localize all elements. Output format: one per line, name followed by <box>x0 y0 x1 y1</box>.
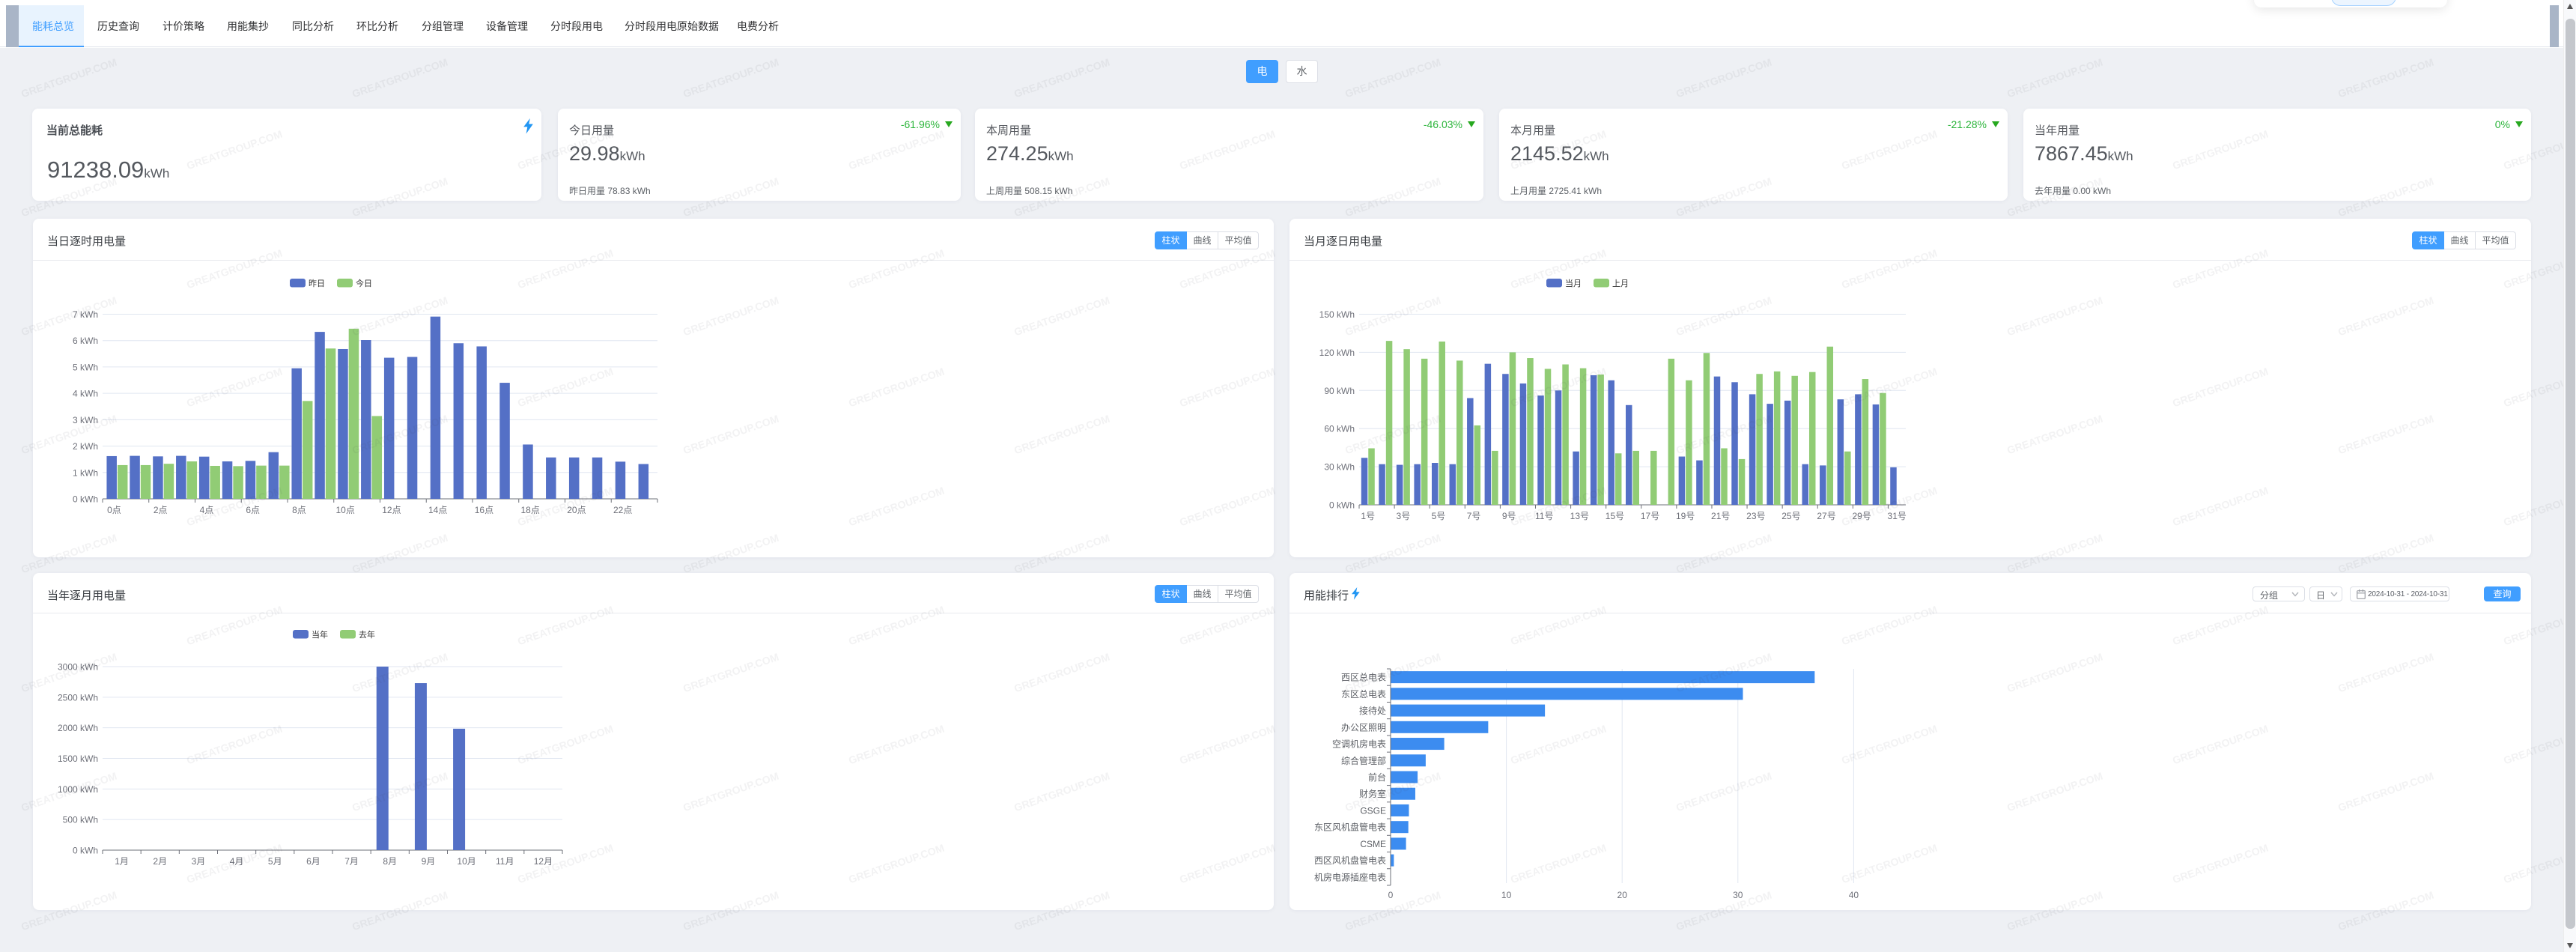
svg-text:11月: 11月 <box>496 856 514 867</box>
svg-text:60 kWh: 60 kWh <box>1324 424 1355 434</box>
svg-text:2月: 2月 <box>153 856 167 867</box>
svg-text:13号: 13号 <box>1570 511 1589 521</box>
svg-text:东区风机盘管电表: 东区风机盘管电表 <box>1314 822 1386 833</box>
svg-text:29号: 29号 <box>1852 511 1871 521</box>
svg-text:30: 30 <box>1733 890 1743 900</box>
svg-text:20点: 20点 <box>567 505 586 515</box>
svg-text:东区总电表: 东区总电表 <box>1341 689 1386 700</box>
svg-text:2000 kWh: 2000 kWh <box>58 723 98 733</box>
svg-text:20: 20 <box>1617 890 1628 900</box>
svg-text:500 kWh: 500 kWh <box>63 815 98 825</box>
svg-text:10点: 10点 <box>336 505 355 515</box>
svg-text:4点: 4点 <box>200 505 214 515</box>
svg-text:4月: 4月 <box>230 856 244 867</box>
svg-text:1月: 1月 <box>115 856 129 867</box>
svg-text:10: 10 <box>1501 890 1512 900</box>
svg-text:7 kWh: 7 kWh <box>73 309 98 320</box>
svg-text:9月: 9月 <box>422 856 436 867</box>
svg-text:15号: 15号 <box>1606 511 1624 521</box>
svg-text:2点: 2点 <box>154 505 168 515</box>
svg-text:办公区照明: 办公区照明 <box>1341 721 1386 733</box>
svg-text:GSGE: GSGE <box>1360 805 1386 816</box>
svg-text:6月: 6月 <box>306 856 321 867</box>
svg-text:19号: 19号 <box>1676 511 1695 521</box>
svg-text:5 kWh: 5 kWh <box>73 362 98 372</box>
svg-text:22点: 22点 <box>613 505 632 515</box>
svg-text:7月: 7月 <box>344 856 359 867</box>
svg-text:8点: 8点 <box>292 505 306 515</box>
svg-text:1 kWh: 1 kWh <box>73 467 98 478</box>
svg-text:6 kWh: 6 kWh <box>73 336 98 346</box>
svg-text:2 kWh: 2 kWh <box>73 441 98 452</box>
svg-text:27号: 27号 <box>1817 511 1835 521</box>
svg-text:2500 kWh: 2500 kWh <box>58 692 98 703</box>
svg-text:18点: 18点 <box>521 505 540 515</box>
svg-text:6点: 6点 <box>246 505 260 515</box>
svg-text:25号: 25号 <box>1781 511 1800 521</box>
svg-text:3000 kWh: 3000 kWh <box>58 662 98 673</box>
svg-text:0 kWh: 0 kWh <box>73 846 98 856</box>
svg-text:前台: 前台 <box>1368 771 1386 783</box>
svg-text:3月: 3月 <box>192 856 206 867</box>
svg-text:0 kWh: 0 kWh <box>1329 500 1355 511</box>
svg-text:16点: 16点 <box>475 505 493 515</box>
svg-text:3号: 3号 <box>1397 511 1411 521</box>
svg-text:西区总电表: 西区总电表 <box>1341 673 1386 683</box>
svg-text:40: 40 <box>1849 890 1859 900</box>
svg-text:14点: 14点 <box>428 505 447 515</box>
svg-text:4 kWh: 4 kWh <box>73 389 98 399</box>
svg-text:0: 0 <box>1388 890 1394 900</box>
svg-text:7号: 7号 <box>1467 511 1481 521</box>
svg-text:上月: 上月 <box>1612 279 1629 288</box>
svg-text:去年: 去年 <box>359 629 375 640</box>
svg-text:CSME: CSME <box>1360 839 1386 849</box>
svg-text:5号: 5号 <box>1432 511 1446 521</box>
svg-text:3 kWh: 3 kWh <box>73 415 98 425</box>
svg-text:昨日: 昨日 <box>309 279 325 288</box>
svg-text:当年: 当年 <box>312 629 328 640</box>
svg-text:9号: 9号 <box>1502 511 1516 521</box>
svg-text:10月: 10月 <box>457 856 476 867</box>
svg-text:1000 kWh: 1000 kWh <box>58 784 98 795</box>
svg-text:21号: 21号 <box>1711 511 1730 521</box>
svg-text:120 kWh: 120 kWh <box>1319 348 1355 358</box>
svg-text:0 kWh: 0 kWh <box>73 494 98 505</box>
svg-text:90 kWh: 90 kWh <box>1324 386 1355 396</box>
svg-text:5月: 5月 <box>268 856 282 867</box>
svg-text:西区风机盘管电表: 西区风机盘管电表 <box>1314 855 1386 866</box>
svg-text:今日: 今日 <box>356 278 372 288</box>
svg-text:30 kWh: 30 kWh <box>1324 462 1355 473</box>
svg-text:综合管理部: 综合管理部 <box>1341 755 1386 766</box>
svg-text:空调机房电表: 空调机房电表 <box>1332 739 1386 750</box>
svg-text:12点: 12点 <box>382 505 401 515</box>
svg-text:11号: 11号 <box>1535 511 1553 521</box>
svg-text:当月: 当月 <box>1565 278 1582 288</box>
svg-text:150 kWh: 150 kWh <box>1319 309 1355 320</box>
svg-text:财务室: 财务室 <box>1359 788 1386 799</box>
svg-text:机房电源插座电表: 机房电源插座电表 <box>1314 871 1386 882</box>
svg-text:1500 kWh: 1500 kWh <box>58 754 98 764</box>
svg-text:0点: 0点 <box>107 505 121 515</box>
svg-text:23号: 23号 <box>1746 511 1765 521</box>
svg-text:8月: 8月 <box>383 856 397 867</box>
svg-text:接待处: 接待处 <box>1359 705 1386 716</box>
svg-text:12月: 12月 <box>534 856 553 867</box>
svg-text:17号: 17号 <box>1641 511 1659 521</box>
svg-text:31号: 31号 <box>1888 511 1907 521</box>
svg-text:1号: 1号 <box>1361 511 1375 521</box>
